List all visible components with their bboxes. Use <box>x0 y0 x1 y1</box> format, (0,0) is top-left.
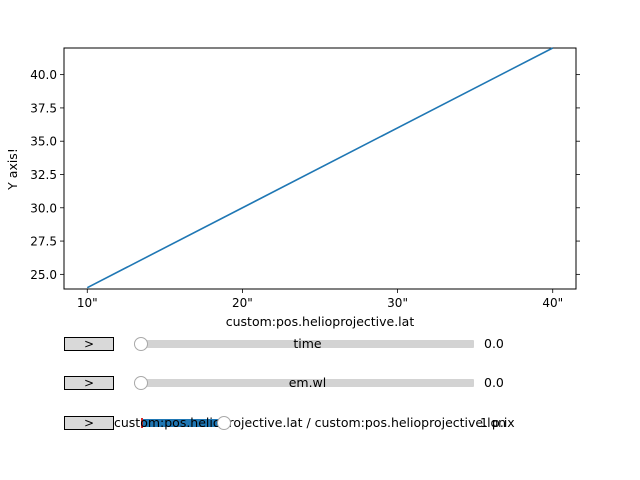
time-slider-handle[interactable] <box>134 337 148 351</box>
y-tick-label: 32.5 <box>30 168 57 182</box>
position-range-max-handle[interactable] <box>217 416 231 430</box>
position-range-min-handle[interactable] <box>141 418 143 428</box>
wavelength-slider-row: > em.wl 0.0 <box>0 373 640 393</box>
x-tick-label: 10" <box>77 296 98 310</box>
position-range-fill <box>141 419 221 427</box>
y-tick-label: 27.5 <box>30 235 57 249</box>
time-slider-value: 0.0 <box>484 336 504 351</box>
position-range-slider-row: > custom:pos.helioprojective.lat / custo… <box>0 413 640 433</box>
y-tick-label: 35.0 <box>30 135 57 149</box>
time-slider-row: > time 0.0 <box>0 334 640 354</box>
wavelength-slider-handle[interactable] <box>134 376 148 390</box>
x-tick-label: 40" <box>542 296 563 310</box>
y-tick-label: 30.0 <box>30 201 57 215</box>
time-play-button[interactable]: > <box>64 337 114 351</box>
data-series-line <box>86 47 554 289</box>
position-range-label: custom:pos.helioprojective.lat / custom:… <box>114 415 507 430</box>
x-tick-label: 30" <box>387 296 408 310</box>
position-range-value: 1 p.ix <box>480 415 515 430</box>
y-tick-label: 25.0 <box>30 268 57 282</box>
y-axis-label: Y axis! <box>5 148 20 191</box>
wavelength-slider-track[interactable] <box>141 379 474 387</box>
x-axis-label: custom:pos.helioprojective.lat <box>226 314 415 329</box>
y-tick-label: 40.0 <box>30 68 57 82</box>
wavelength-play-button[interactable]: > <box>64 376 114 390</box>
x-axis-ticks: 10" 20" 30" 40" <box>77 289 563 310</box>
time-slider-track[interactable] <box>141 340 474 348</box>
position-play-button[interactable]: > <box>64 416 114 430</box>
time-slider-label: time <box>293 336 322 351</box>
wavelength-slider-label: em.wl <box>288 375 327 390</box>
y-axis-ticks: 25.0 27.5 30.0 32.5 35.0 37.5 40.0 <box>30 68 580 282</box>
wavelength-slider-value: 0.0 <box>484 375 504 390</box>
y-tick-label: 37.5 <box>30 101 57 115</box>
x-tick-label: 20" <box>232 296 253 310</box>
position-range-track[interactable] <box>141 419 474 427</box>
